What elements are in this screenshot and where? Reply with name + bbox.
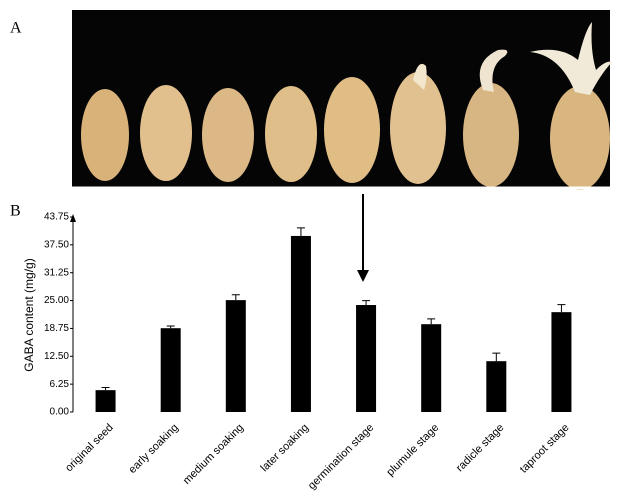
arrow-head [357,270,369,282]
panel-label: A [10,20,22,37]
bar [551,312,571,412]
seed [265,86,317,182]
y-tick-label: 31.25 [44,267,69,278]
y-tick-label: 6.25 [50,379,70,390]
error-bar [427,319,435,324]
x-tick-label: medium soaking [181,422,246,487]
x-tick-label: later soaking [259,422,312,475]
bar [96,390,116,412]
y-tick-label: 0.00 [50,407,70,418]
x-tick-label: plumule stage [384,422,441,479]
bar [421,324,441,412]
seed [324,77,380,183]
error-bar [297,228,305,236]
panel-label: B [10,203,21,220]
y-tick-label: 37.50 [44,239,69,250]
bar [291,236,311,412]
x-tick-label: original seed [63,422,116,475]
y-axis-label: GABA content (mg/g) [22,258,36,371]
bar [226,300,246,412]
x-tick-label: taproot stage [518,422,572,476]
error-bar [557,305,565,313]
seed [140,85,192,181]
y-tick-label: 43.75 [44,212,69,223]
bar [161,328,181,412]
y-tick-label: 12.50 [44,351,69,362]
y-tick-label: 25.00 [44,295,69,306]
error-bar [167,326,175,328]
seed [463,83,519,187]
x-tick-label: early soaking [127,422,181,476]
axis-arrow [70,214,76,222]
seed [202,88,254,182]
seed [550,86,610,190]
x-tick-label: germination stage [306,422,376,492]
error-bar [492,353,500,361]
error-bar [232,295,240,300]
seed-photo [72,10,612,190]
bar [356,305,376,412]
seed [390,72,446,184]
bar [486,361,506,412]
error-bar [102,387,110,390]
seed [81,89,129,181]
error-bar [362,301,370,305]
y-tick-label: 18.75 [44,323,69,334]
figure: A B GABA content (mg/g) 0.00 6.25 12.50 18.… [0,0,623,495]
x-tick-label: radicle stage [454,422,507,475]
